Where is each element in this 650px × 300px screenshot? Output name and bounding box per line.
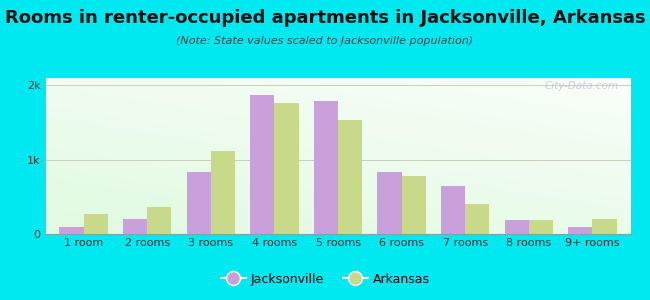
Bar	[187, 172, 211, 234]
Bar	[402, 176, 426, 234]
Bar	[568, 226, 592, 234]
Bar	[465, 204, 489, 234]
Bar	[338, 120, 362, 234]
Bar	[378, 172, 402, 234]
Bar	[60, 227, 84, 234]
Bar	[148, 206, 172, 234]
Bar	[123, 219, 148, 234]
Bar	[592, 219, 616, 234]
Bar	[274, 103, 298, 234]
Bar	[250, 95, 274, 234]
Text: City-Data.com: City-Data.com	[545, 81, 619, 91]
Text: Rooms in renter-occupied apartments in Jacksonville, Arkansas: Rooms in renter-occupied apartments in J…	[5, 9, 645, 27]
Legend: Jacksonville, Arkansas: Jacksonville, Arkansas	[216, 268, 434, 291]
Bar	[504, 220, 528, 234]
Bar	[528, 220, 553, 234]
Text: (Note: State values scaled to Jacksonville population): (Note: State values scaled to Jacksonvil…	[176, 36, 474, 46]
Bar	[314, 101, 338, 234]
Bar	[211, 151, 235, 234]
Bar	[441, 187, 465, 234]
Bar	[84, 214, 108, 234]
